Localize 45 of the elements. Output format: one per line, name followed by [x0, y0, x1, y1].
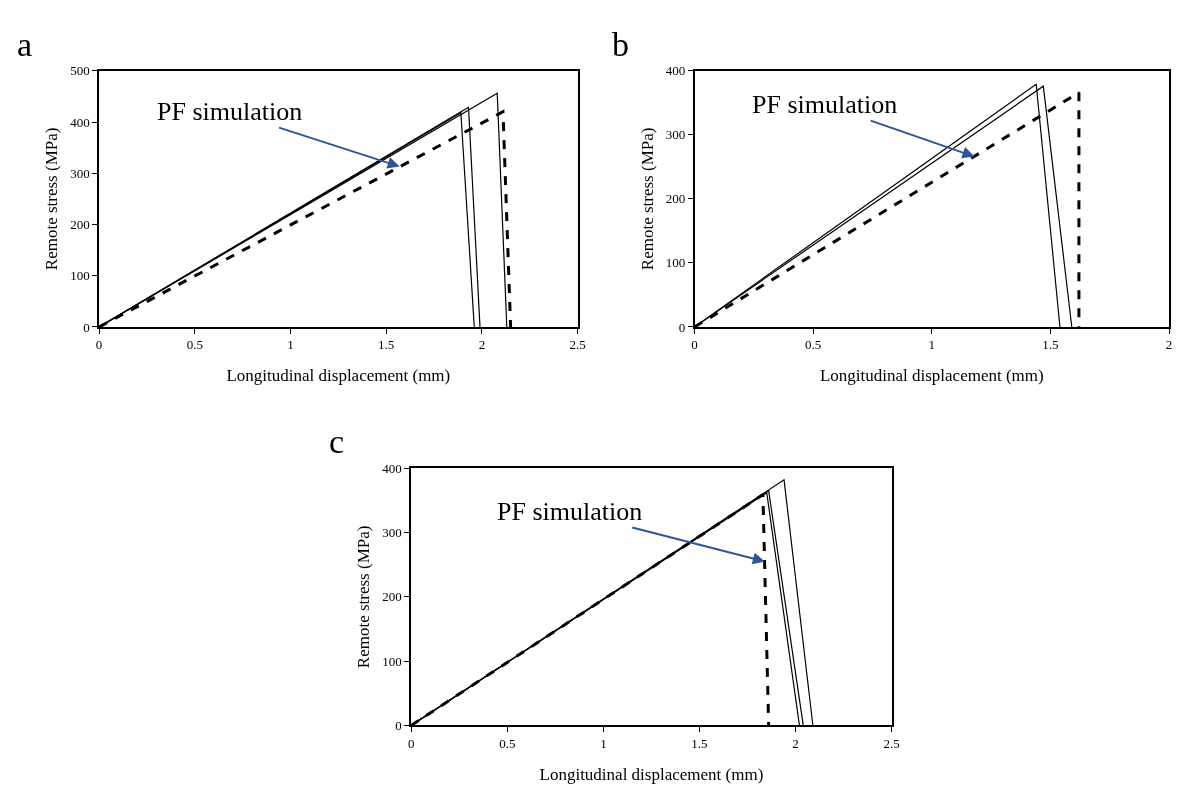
y-tick-label: 0 [395, 718, 402, 733]
chart-title: c [329, 423, 345, 460]
y-tick-label: 400 [70, 114, 90, 130]
chart-title: b [612, 26, 629, 63]
x-tick-label: 2 [1165, 337, 1173, 353]
x-tick-label: 2 [792, 735, 799, 751]
x-axis-title: Longitudinal displacement (mm) [819, 366, 1044, 386]
y-tick-label: 200 [70, 217, 90, 233]
x-axis-title: Longitudinal displacement (mm) [539, 764, 764, 784]
x-tick-label: 1 [928, 337, 936, 353]
x-axis-title: Longitudinal displacement (mm) [226, 366, 451, 386]
x-tick-label: 1.5 [1042, 337, 1059, 353]
x-tick-label: 1 [287, 337, 294, 353]
annotation: PF simulation [752, 90, 898, 119]
y-axis-title: Remote stress (MPa) [637, 127, 657, 271]
y-tick-label: 300 [382, 525, 402, 541]
y-tick-label: 100 [70, 268, 90, 284]
x-tick-label: 2.5 [569, 337, 586, 353]
y-tick-label: 200 [382, 589, 402, 605]
y-tick-label: 300 [665, 127, 686, 143]
annotation: PF simulation [497, 497, 643, 526]
y-tick-label: 400 [382, 460, 402, 476]
y-tick-label: 0 [83, 319, 90, 335]
x-tick-label: 0 [95, 337, 103, 353]
x-tick-label: 0 [407, 735, 415, 751]
y-axis-title: Remote stress (MPa) [354, 525, 374, 669]
y-tick-label: 100 [382, 653, 402, 669]
y-tick-label: 0 [678, 319, 686, 335]
y-tick-label: 100 [665, 255, 686, 271]
y-tick-label: 400 [665, 63, 686, 79]
y-tick-label: 300 [70, 165, 90, 181]
x-tick-label: 1 [600, 735, 607, 751]
x-tick-label: 0.5 [186, 337, 203, 353]
chart-title: a [17, 26, 33, 63]
y-tick-label: 200 [665, 191, 686, 207]
y-axis-title: Remote stress (MPa) [42, 127, 62, 271]
x-tick-label: 2 [478, 337, 486, 353]
annotation: PF simulation [157, 97, 303, 126]
x-tick-label: 0 [691, 337, 698, 353]
x-tick-label: 2.5 [883, 735, 900, 751]
y-tick-label: 500 [70, 63, 90, 79]
x-tick-label: 0.5 [499, 735, 516, 751]
x-tick-label: 0.5 [805, 337, 822, 353]
x-tick-label: 1.5 [691, 735, 708, 751]
x-tick-label: 1.5 [378, 337, 395, 353]
